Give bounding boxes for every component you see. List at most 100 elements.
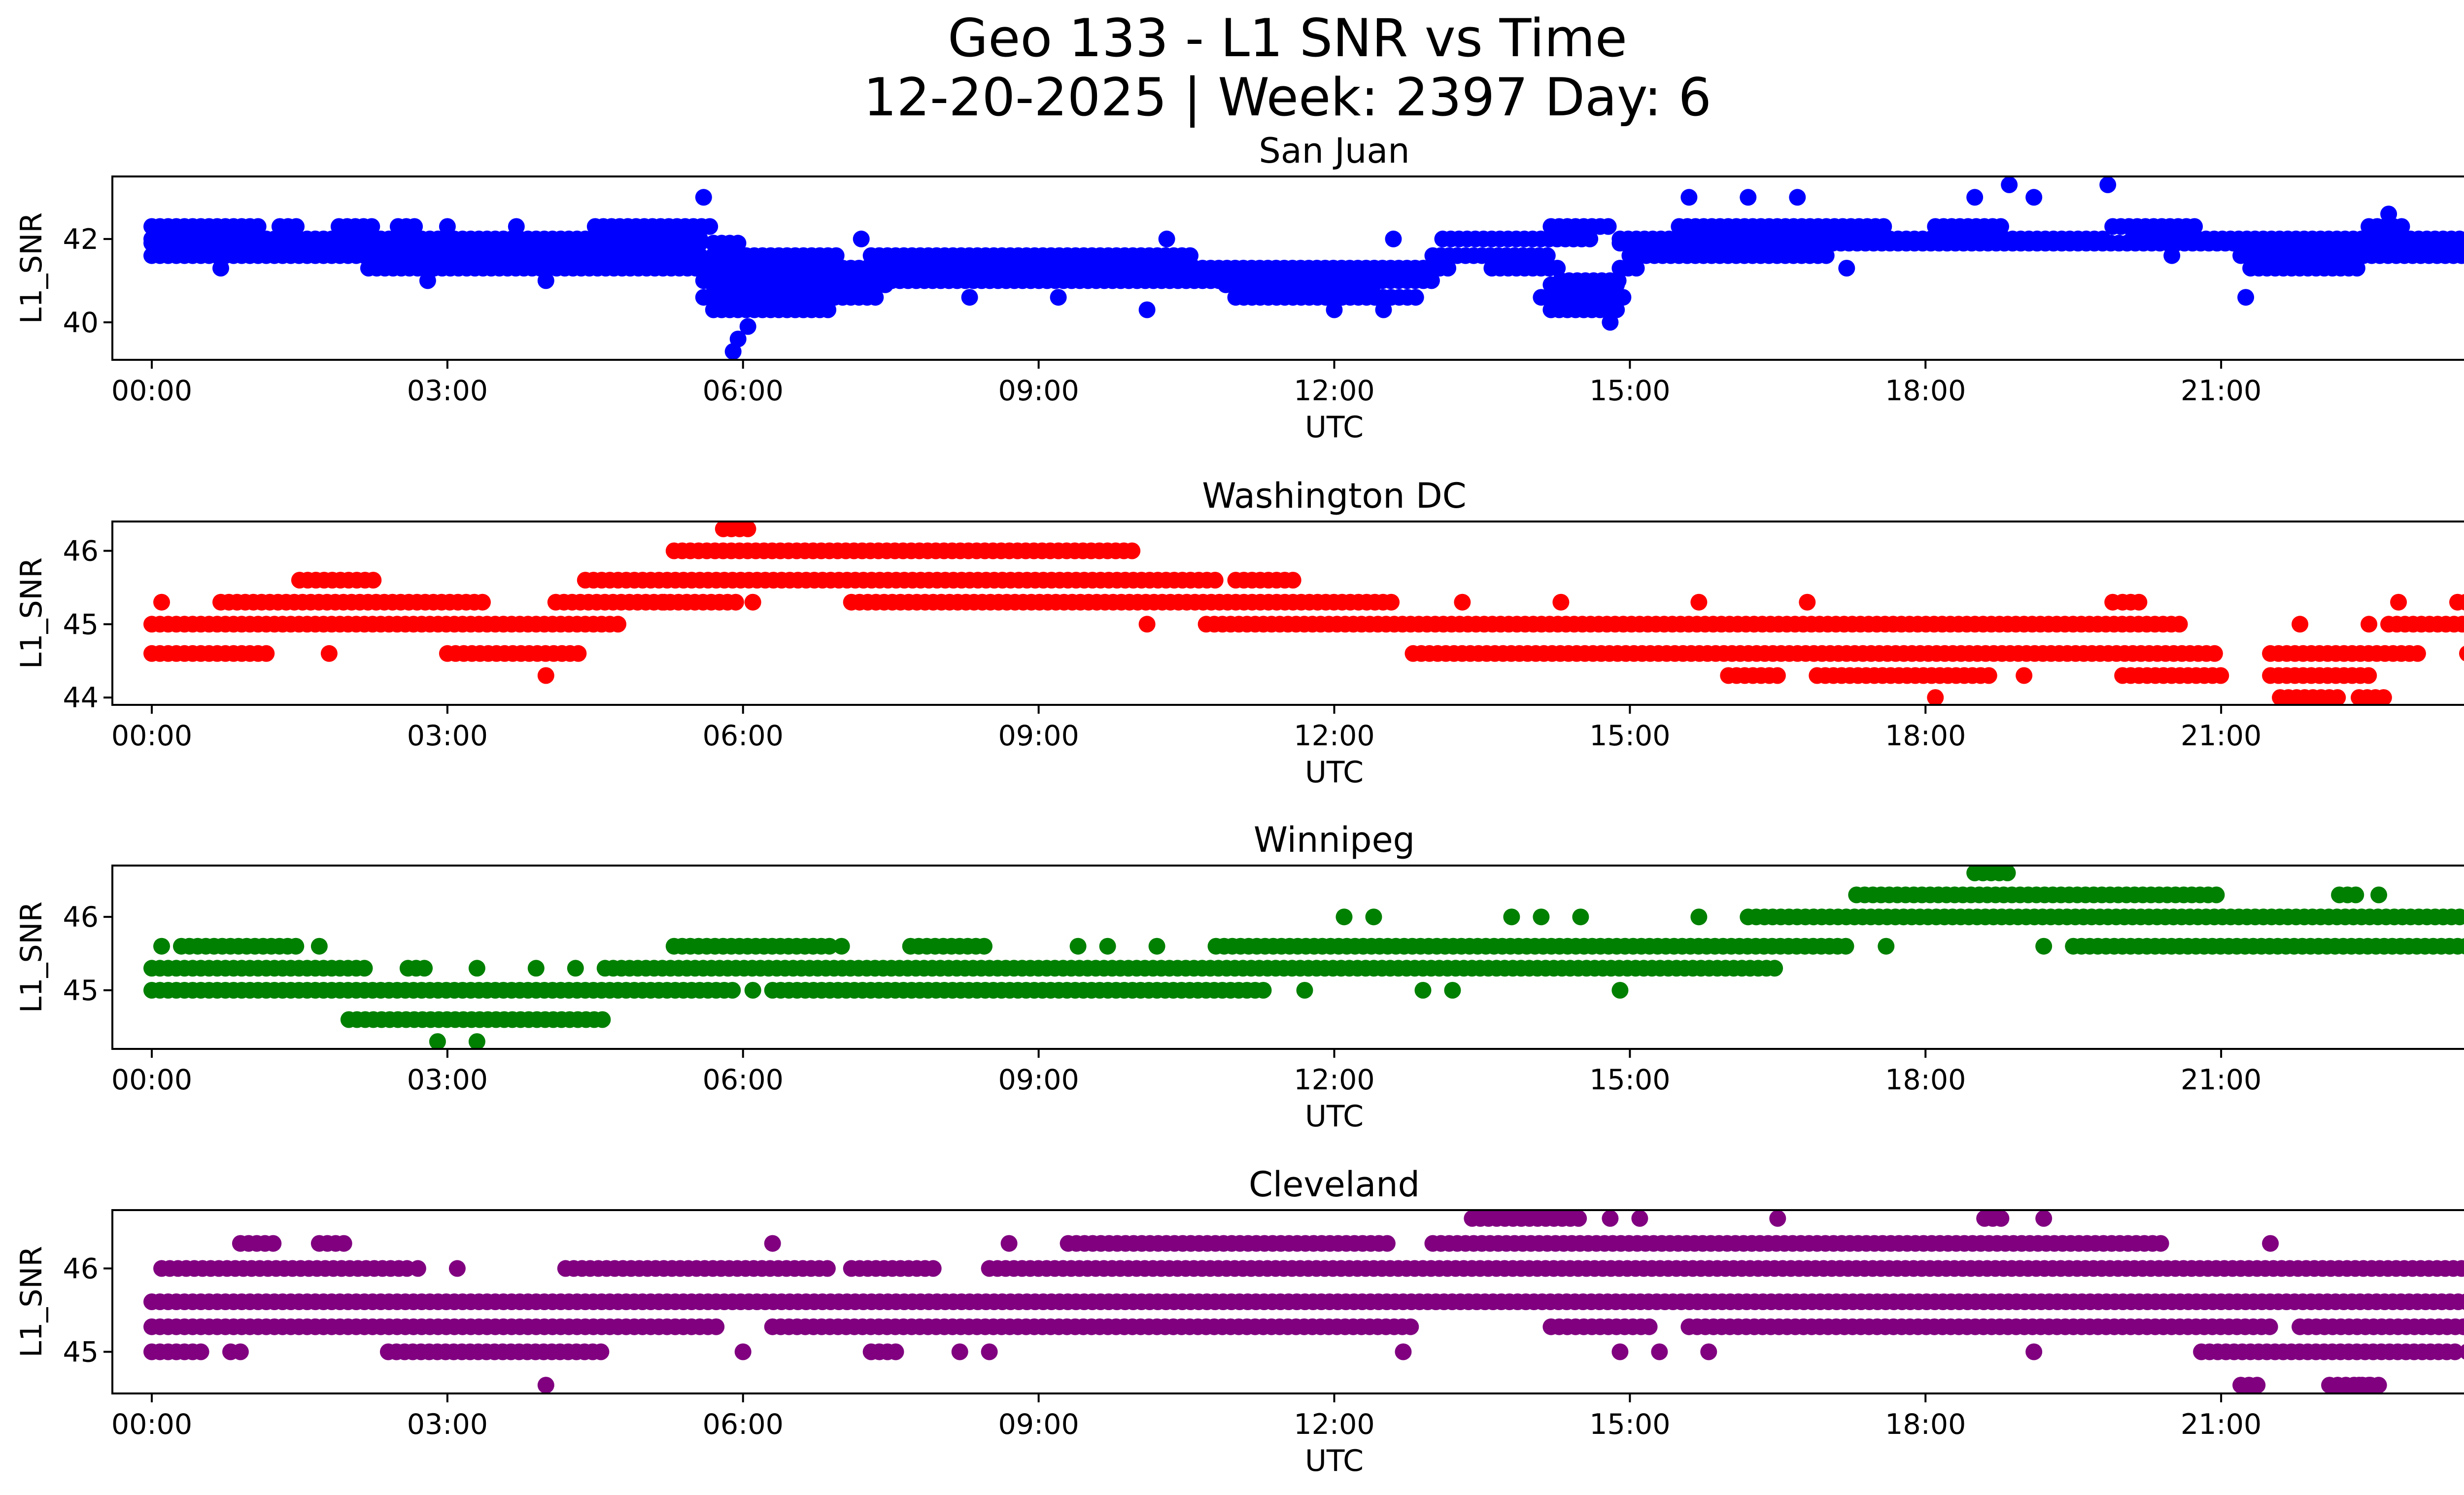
data-point: [1600, 218, 1617, 235]
data-point: [1326, 301, 1343, 318]
data-point: [1628, 260, 1645, 277]
data-point: [258, 645, 275, 662]
x-tick-label: 21:00: [2181, 375, 2261, 407]
data-point: [2457, 594, 2464, 611]
subplot-3: Cleveland 00:00 03:00 06:00 09:00 12:00 15:00 1…: [14, 1164, 2464, 1478]
data-point: [853, 230, 870, 247]
data-point: [2457, 938, 2464, 955]
x-tick-label: 15:00: [1589, 720, 1670, 752]
data-point: [320, 645, 338, 662]
data-point: [409, 1260, 426, 1277]
data-point: [1000, 1235, 1018, 1252]
data-point: [1284, 572, 1301, 589]
x-tick-label: 12:00: [1294, 720, 1374, 752]
data-point: [701, 218, 719, 235]
subplot-title: San Juan: [1259, 131, 1409, 171]
data-point: [2380, 206, 2397, 223]
data-point: [2237, 289, 2255, 306]
x-tick-label: 06:00: [703, 1408, 784, 1441]
data-point: [2375, 689, 2392, 705]
data-point: [468, 1033, 485, 1049]
data-point: [1570, 1210, 1587, 1227]
data-point: [724, 982, 741, 999]
data-point: [335, 1235, 352, 1252]
data-point: [1503, 908, 1520, 926]
data-point: [2446, 1343, 2464, 1360]
data-point: [1614, 289, 1632, 306]
data-point: [2390, 593, 2407, 611]
data-point: [212, 260, 229, 277]
data-point: [739, 522, 756, 537]
data-point: [2025, 1343, 2043, 1360]
data-point: [1690, 908, 1708, 926]
x-tick-label: 06:00: [703, 1064, 784, 1096]
data-point: [2461, 1262, 2464, 1275]
page-title: Geo 133 - L1 SNR vs Time 12-20-2025 | We…: [0, 9, 2464, 127]
data-point: [2035, 938, 2053, 955]
data-point: [439, 218, 456, 235]
x-axis-label: UTC: [1305, 410, 1364, 445]
subplot-2: Winnipeg 00:00 03:00 06:00 09:00 12:00 15:00 18…: [14, 820, 2464, 1134]
data-point: [1690, 593, 1708, 611]
x-tick-label: 03:00: [407, 375, 488, 407]
data-point: [537, 667, 554, 684]
y-tick-label: 40: [63, 307, 99, 339]
data-point: [2461, 249, 2464, 262]
subplot-title: Washington DC: [1202, 476, 1466, 516]
data-point: [232, 1343, 249, 1360]
x-tick-label: 18:00: [1885, 720, 1966, 752]
data-point: [2348, 260, 2365, 277]
data-point: [1378, 1235, 1396, 1252]
data-point: [1817, 247, 1835, 264]
data-point: [2393, 218, 2410, 235]
x-tick-label: 12:00: [1294, 1064, 1374, 1096]
data-point: [2249, 1377, 2266, 1393]
x-tick-label: 15:00: [1589, 375, 1670, 407]
data-point: [1533, 908, 1550, 926]
data-point: [567, 960, 584, 977]
data-point: [729, 330, 747, 348]
data-point: [1651, 1343, 1668, 1360]
data-point: [655, 593, 673, 611]
page-title-line-2: 12-20-2025 | Week: 2397 Day: 6: [863, 67, 1711, 128]
scatter-series: [143, 866, 2464, 1049]
data-point: [1740, 189, 1757, 206]
data-point: [474, 593, 491, 611]
data-point: [1875, 218, 1892, 235]
data-point: [2329, 689, 2346, 705]
data-point: [2212, 667, 2229, 684]
data-point: [821, 938, 838, 955]
x-tick-label: 03:00: [407, 720, 488, 752]
data-point: [265, 1235, 282, 1252]
data-point: [2360, 667, 2377, 684]
data-point: [2171, 616, 2188, 633]
data-point: [744, 593, 761, 611]
data-point: [1602, 1210, 1619, 1227]
data-point: [1799, 593, 1816, 611]
data-point: [1158, 230, 1175, 247]
data-point: [416, 960, 433, 977]
data-point: [981, 1343, 998, 1360]
x-axis-label: UTC: [1305, 1444, 1364, 1478]
data-point: [2462, 619, 2464, 630]
data-point: [976, 938, 992, 955]
x-tick-label: 15:00: [1589, 1064, 1670, 1096]
data-point: [2152, 1235, 2169, 1252]
data-point: [2104, 593, 2122, 611]
data-point: [1611, 1343, 1629, 1360]
data-point: [2130, 593, 2148, 611]
x-tick-label: 00:00: [111, 1408, 192, 1441]
data-point: [1255, 982, 1272, 999]
axes-frame: [111, 521, 2464, 706]
data-point: [2025, 189, 2043, 206]
data-point: [695, 189, 712, 206]
data-point: [287, 938, 305, 955]
data-point: [2262, 1235, 2279, 1252]
data-point: [1148, 938, 1165, 955]
scatter-series: [143, 1210, 2464, 1393]
data-point: [2099, 176, 2117, 193]
data-point: [1439, 260, 1457, 277]
data-point: [1980, 667, 1997, 684]
data-point: [1766, 960, 1783, 977]
